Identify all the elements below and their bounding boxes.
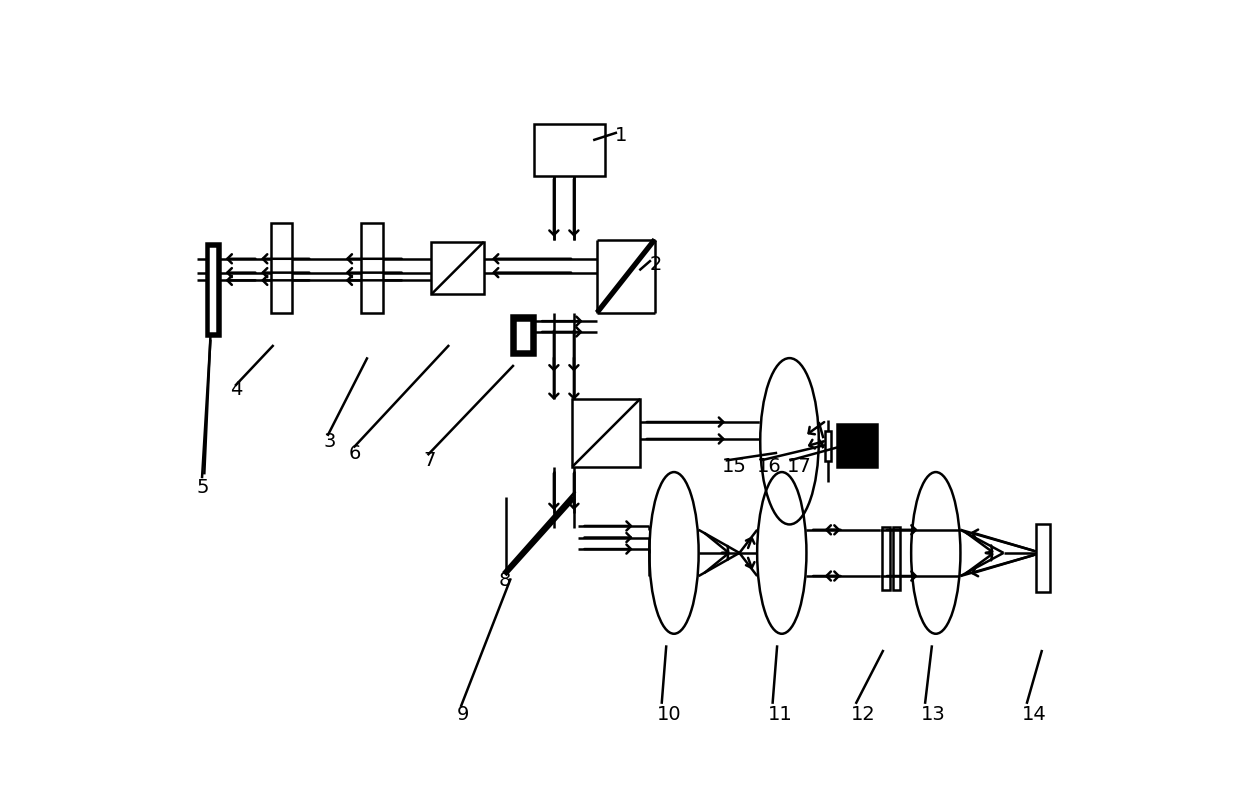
Bar — [208, 246, 217, 333]
Bar — [432, 242, 484, 294]
Text: 5: 5 — [197, 478, 210, 498]
Text: 14: 14 — [1022, 705, 1047, 724]
Bar — [206, 244, 219, 336]
Text: 9: 9 — [456, 705, 469, 724]
Text: 16: 16 — [758, 457, 782, 477]
Text: 17: 17 — [786, 457, 811, 477]
Text: 11: 11 — [768, 705, 792, 724]
Bar — [573, 399, 640, 467]
Bar — [516, 320, 531, 351]
Bar — [534, 124, 605, 176]
Bar — [270, 223, 293, 313]
Text: 2: 2 — [650, 255, 662, 274]
Bar — [893, 527, 900, 590]
Bar — [511, 315, 536, 355]
Bar — [882, 527, 889, 590]
Bar — [837, 425, 877, 467]
Text: 7: 7 — [423, 451, 435, 470]
Text: 4: 4 — [229, 380, 242, 400]
Text: 1: 1 — [615, 126, 627, 146]
Text: 13: 13 — [920, 705, 945, 724]
Bar — [361, 223, 383, 313]
Text: 12: 12 — [851, 705, 875, 724]
Text: 8: 8 — [498, 570, 511, 590]
Text: 6: 6 — [350, 443, 361, 463]
Text: 3: 3 — [324, 432, 336, 451]
Bar — [825, 431, 831, 460]
Bar — [1035, 524, 1050, 592]
Text: 10: 10 — [657, 705, 682, 724]
Text: 15: 15 — [722, 457, 746, 477]
